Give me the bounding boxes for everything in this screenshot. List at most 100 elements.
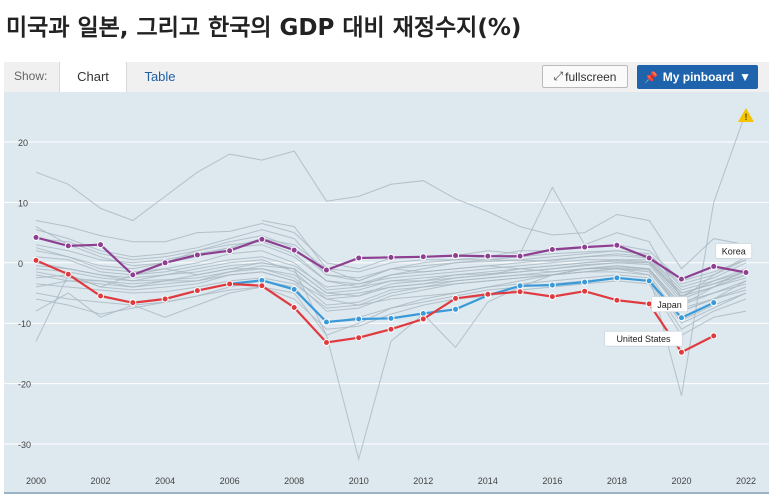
x-tick-label: 2010: [349, 476, 369, 486]
series-point[interactable]: [193, 287, 201, 295]
series-point[interactable]: [322, 266, 330, 274]
series-point[interactable]: [710, 332, 718, 340]
series-point[interactable]: [548, 281, 556, 289]
x-tick-label: 2020: [671, 476, 691, 486]
chevron-down-icon: ▼: [739, 70, 751, 84]
series-point[interactable]: [290, 285, 298, 293]
series-point[interactable]: [64, 242, 72, 250]
series-point[interactable]: [258, 282, 266, 290]
series-point[interactable]: [645, 277, 653, 285]
series-point[interactable]: [452, 305, 460, 313]
warning-symbol: !: [745, 112, 748, 122]
pin-icon: 📌: [644, 71, 658, 84]
fullscreen-button[interactable]: ⤢ fullscreen: [542, 65, 628, 88]
series-point[interactable]: [581, 287, 589, 295]
series-line[interactable]: [35, 259, 715, 354]
series-label: Korea: [715, 243, 753, 259]
series-point[interactable]: [161, 295, 169, 303]
series-point[interactable]: [322, 339, 330, 347]
series-point[interactable]: [129, 299, 137, 307]
highlight-series: [32, 233, 750, 356]
x-tick-label: 2004: [155, 476, 175, 486]
series-point[interactable]: [387, 325, 395, 333]
chart-toolbar: Show: Chart Table ⤢ fullscreen 📌 My pinb…: [4, 62, 769, 93]
series-point[interactable]: [161, 259, 169, 267]
series-point[interactable]: [452, 294, 460, 302]
series-point[interactable]: [97, 292, 105, 300]
my-pinboard-button[interactable]: 📌 My pinboard ▼: [637, 65, 758, 89]
series-point[interactable]: [290, 303, 298, 311]
series-point[interactable]: [710, 299, 718, 307]
background-series-line: [35, 274, 747, 324]
tab-chart[interactable]: Chart: [59, 62, 127, 93]
background-series-line: [35, 186, 747, 300]
background-series-line: [35, 244, 747, 291]
background-series-line: [35, 111, 747, 462]
series-point[interactable]: [548, 293, 556, 301]
series-point[interactable]: [677, 275, 685, 283]
series-point[interactable]: [290, 246, 298, 254]
series-point[interactable]: [355, 254, 363, 262]
series-label-text: United States: [616, 334, 671, 344]
series-point[interactable]: [645, 254, 653, 262]
y-tick-label: -20: [18, 380, 31, 390]
series-point[interactable]: [129, 271, 137, 279]
series-point[interactable]: [64, 270, 72, 278]
series-point[interactable]: [516, 252, 524, 260]
series-point[interactable]: [516, 282, 524, 290]
series-point[interactable]: [226, 247, 234, 255]
series-point[interactable]: [32, 256, 40, 264]
series-point[interactable]: [452, 252, 460, 260]
series-point[interactable]: [710, 262, 718, 270]
series-point[interactable]: [613, 241, 621, 249]
y-tick-label: 10: [18, 198, 28, 208]
background-series-line: [35, 268, 747, 309]
background-series: [35, 111, 747, 462]
series-point[interactable]: [613, 296, 621, 304]
background-series-line: [261, 220, 747, 306]
x-tick-label: 2008: [284, 476, 304, 486]
series-point[interactable]: [258, 235, 266, 243]
series-point[interactable]: [355, 315, 363, 323]
series-point[interactable]: [419, 253, 427, 261]
series-point[interactable]: [387, 253, 395, 261]
series-point[interactable]: [677, 314, 685, 322]
series-point[interactable]: [387, 314, 395, 322]
series-point[interactable]: [677, 348, 685, 356]
x-tick-label: 2022: [736, 476, 756, 486]
warning-icon[interactable]: [738, 108, 754, 122]
background-series-line: [35, 268, 747, 312]
background-series-line: [35, 271, 747, 321]
background-series-line: [35, 226, 747, 282]
series-label-box: [715, 243, 753, 259]
series-point[interactable]: [322, 318, 330, 326]
series-point[interactable]: [32, 233, 40, 241]
series-point[interactable]: [613, 274, 621, 282]
y-tick-label: -30: [18, 440, 31, 450]
x-tick-label: 2018: [607, 476, 627, 486]
series-point[interactable]: [484, 252, 492, 260]
series-point[interactable]: [742, 268, 750, 276]
series-point[interactable]: [193, 251, 201, 259]
series-label-box: [604, 330, 683, 347]
series-label: Japan: [651, 296, 688, 313]
tab-table[interactable]: Table: [144, 69, 176, 84]
y-tick-label: 20: [18, 138, 28, 148]
series-point[interactable]: [581, 243, 589, 251]
series-point[interactable]: [419, 315, 427, 323]
series-point[interactable]: [548, 246, 556, 254]
series-point[interactable]: [484, 290, 492, 298]
fullscreen-label: fullscreen: [565, 69, 617, 84]
series-point[interactable]: [226, 280, 234, 288]
series-line[interactable]: [229, 276, 715, 324]
background-series-line: [35, 256, 747, 297]
chart-area: 20 10 0 -10 -20 -30 2000 2002 2004 2006 2008 2010 20…: [4, 92, 769, 492]
series-point[interactable]: [516, 288, 524, 296]
background-series-line: [35, 280, 747, 336]
series-labels: Korea Japan United States: [604, 243, 753, 347]
series-point[interactable]: [97, 241, 105, 249]
series-point[interactable]: [355, 334, 363, 342]
series-point[interactable]: [581, 278, 589, 286]
